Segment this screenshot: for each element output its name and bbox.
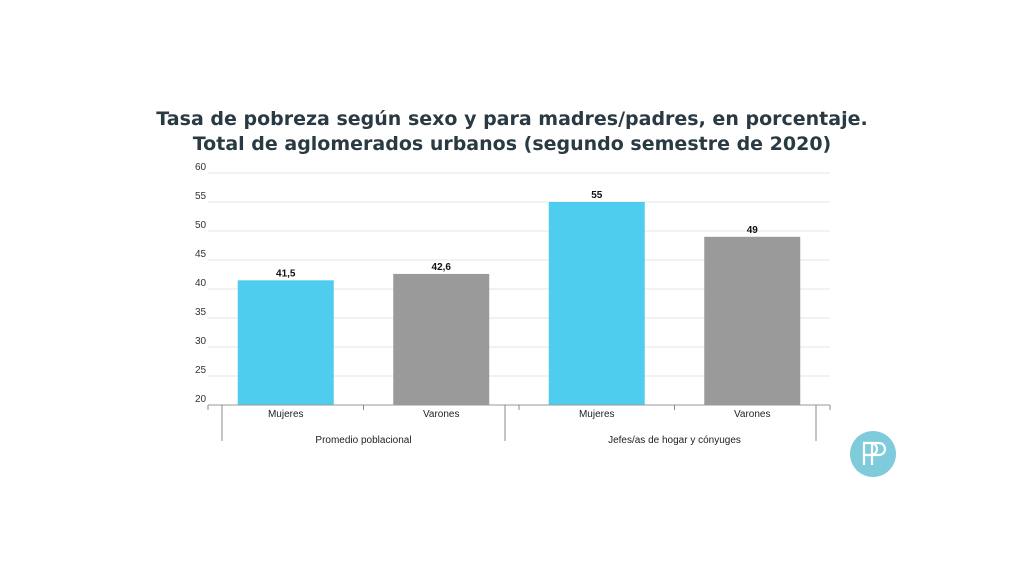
y-axis-ticks: 20 25 30 35 40 45 50 55 60 [195, 162, 207, 405]
pp-logo [850, 431, 896, 477]
data-label: 42,6 [432, 262, 452, 273]
y-tick-label: 60 [195, 162, 207, 173]
chart-title: Tasa de pobreza según sexo y para madres… [156, 108, 868, 155]
y-tick-label: 20 [195, 394, 207, 405]
x-axis: Mujeres Varones Mujeres Varones Promedio pob… [207, 404, 831, 446]
y-tick-label: 35 [195, 307, 207, 318]
x-category-label: Mujeres [579, 409, 615, 420]
group-label: Promedio poblacional [315, 435, 411, 446]
bar [548, 202, 645, 405]
group-label: Jefes/as de hogar y cónyuges [608, 435, 741, 446]
data-label: 41,5 [276, 268, 296, 279]
bars [237, 202, 801, 405]
bar [704, 236, 801, 405]
data-labels: 41,5 42,6 55 49 [276, 190, 758, 279]
y-tick-label: 45 [195, 249, 207, 260]
data-label: 55 [591, 190, 603, 201]
bar [237, 280, 334, 405]
y-tick-label: 55 [195, 191, 207, 202]
x-category-label: Varones [734, 409, 771, 420]
y-tick-label: 40 [195, 278, 207, 289]
data-label: 49 [747, 225, 759, 236]
pp-monogram-icon [862, 441, 887, 465]
y-tick-label: 50 [195, 220, 207, 231]
bar [393, 273, 490, 405]
y-tick-label: 30 [195, 336, 207, 347]
x-category-label: Mujeres [268, 409, 304, 420]
x-category-label: Varones [423, 409, 460, 420]
y-tick-label: 25 [195, 365, 207, 376]
